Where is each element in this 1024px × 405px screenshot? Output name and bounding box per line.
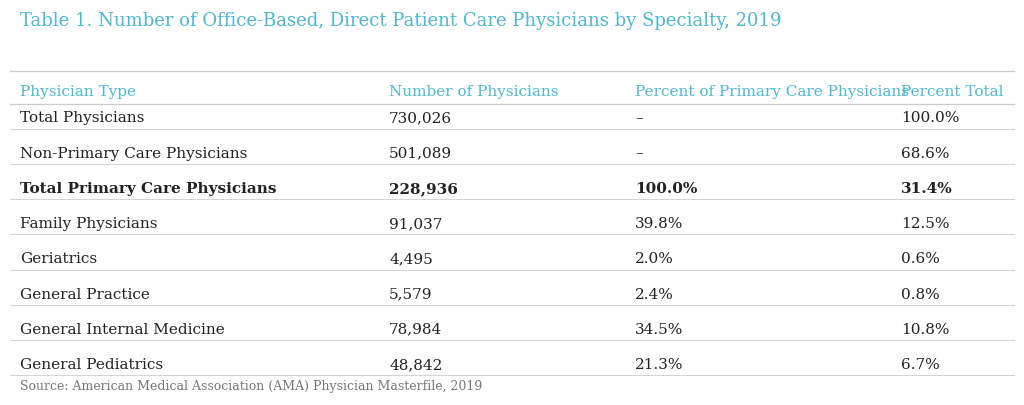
Text: 78,984: 78,984	[389, 323, 442, 337]
Text: 48,842: 48,842	[389, 358, 442, 372]
Text: 228,936: 228,936	[389, 182, 458, 196]
Text: 501,089: 501,089	[389, 147, 453, 161]
Text: 100.0%: 100.0%	[901, 111, 959, 126]
Text: General Pediatrics: General Pediatrics	[20, 358, 164, 372]
Text: Source: American Medical Association (AMA) Physician Masterfile, 2019: Source: American Medical Association (AM…	[20, 380, 482, 393]
Text: 10.8%: 10.8%	[901, 323, 949, 337]
Text: General Practice: General Practice	[20, 288, 151, 302]
Text: Total Primary Care Physicians: Total Primary Care Physicians	[20, 182, 276, 196]
Text: Percent of Primary Care Physicians: Percent of Primary Care Physicians	[635, 85, 909, 99]
Text: 0.6%: 0.6%	[901, 252, 940, 266]
Text: –: –	[635, 147, 642, 161]
Text: 12.5%: 12.5%	[901, 217, 949, 231]
Text: Table 1. Number of Office-Based, Direct Patient Care Physicians by Specialty, 20: Table 1. Number of Office-Based, Direct …	[20, 12, 782, 30]
Text: Number of Physicians: Number of Physicians	[389, 85, 559, 99]
Text: Physician Type: Physician Type	[20, 85, 136, 99]
Text: 4,495: 4,495	[389, 252, 433, 266]
Text: 2.4%: 2.4%	[635, 288, 674, 302]
Text: 6.7%: 6.7%	[901, 358, 940, 372]
Text: 21.3%: 21.3%	[635, 358, 683, 372]
Text: 100.0%: 100.0%	[635, 182, 697, 196]
Text: 31.4%: 31.4%	[901, 182, 953, 196]
Text: 68.6%: 68.6%	[901, 147, 949, 161]
Text: Total Physicians: Total Physicians	[20, 111, 144, 126]
Text: Percent Total: Percent Total	[901, 85, 1004, 99]
Text: 0.8%: 0.8%	[901, 288, 940, 302]
Text: Geriatrics: Geriatrics	[20, 252, 97, 266]
Text: 730,026: 730,026	[389, 111, 453, 126]
Text: 34.5%: 34.5%	[635, 323, 683, 337]
Text: –: –	[635, 111, 642, 126]
Text: General Internal Medicine: General Internal Medicine	[20, 323, 225, 337]
Text: 5,579: 5,579	[389, 288, 432, 302]
Text: Family Physicians: Family Physicians	[20, 217, 158, 231]
Text: 39.8%: 39.8%	[635, 217, 683, 231]
Text: Non-Primary Care Physicians: Non-Primary Care Physicians	[20, 147, 248, 161]
Text: 2.0%: 2.0%	[635, 252, 674, 266]
Text: 91,037: 91,037	[389, 217, 442, 231]
